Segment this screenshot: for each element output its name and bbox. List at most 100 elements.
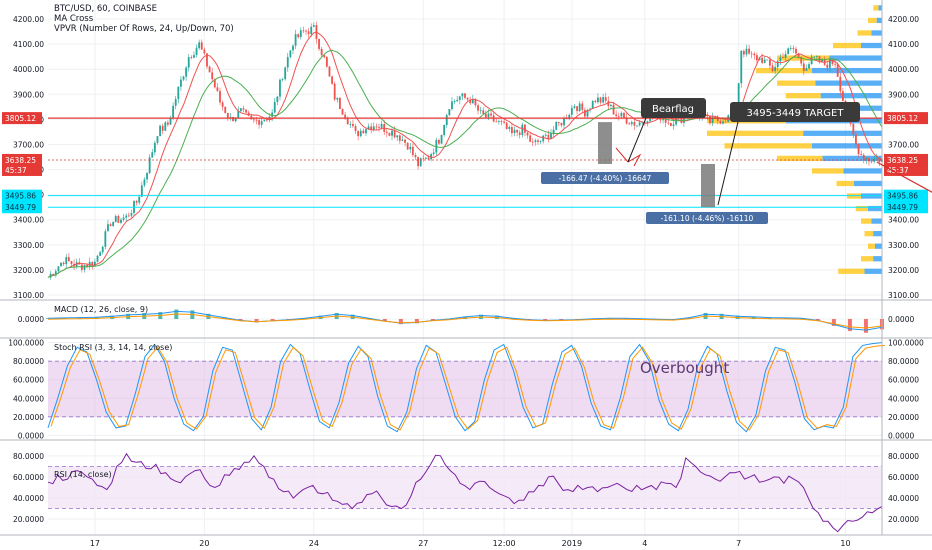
right-axis-tick: 0.0000 <box>888 431 914 440</box>
left-axis-tick: 4200.00 <box>13 15 44 24</box>
candle-body <box>148 157 151 174</box>
right-target-high-tag: 3495.86 <box>887 192 918 201</box>
candle-body <box>787 48 790 55</box>
candle-body <box>612 104 615 115</box>
candle-body <box>153 142 156 153</box>
candle-body <box>127 215 130 217</box>
vpvr-up-bar <box>873 256 882 262</box>
rsi-pane[interactable] <box>47 452 883 533</box>
candle-body <box>263 119 266 122</box>
measure-label-target-bg <box>646 212 768 224</box>
stoch-rsi-pane[interactable] <box>47 342 886 433</box>
candle-body <box>185 67 188 77</box>
stoch-band <box>48 361 882 417</box>
candle-body <box>239 108 242 112</box>
price-pane[interactable] <box>47 21 883 280</box>
macd-histogram-bar <box>382 319 387 322</box>
right-axis-tick: 3100.00 <box>888 291 919 300</box>
candle-body <box>242 108 245 110</box>
macd-histogram-bar <box>46 318 50 319</box>
candle-body <box>766 59 769 61</box>
candle-body <box>714 116 717 118</box>
candle-body <box>774 67 777 71</box>
vpvr-up-bar <box>873 231 882 237</box>
macd-histogram-bar <box>414 319 419 324</box>
candle-body <box>516 129 519 133</box>
time-tick-label: 17 <box>90 539 100 548</box>
right-axis-tick: 3200.00 <box>888 266 919 275</box>
candle-body <box>836 64 839 77</box>
right-last-price-tag: 3638.25 <box>887 156 918 165</box>
candle-body <box>456 99 459 102</box>
vpvr-up-bar <box>876 17 882 24</box>
candle-body <box>305 30 307 32</box>
stoch-k-line <box>47 342 883 433</box>
vpvr-down-bar <box>724 143 812 149</box>
candle-body <box>471 99 474 104</box>
candle-body <box>789 47 792 49</box>
candle-body <box>357 130 360 137</box>
vpvr-down-bar <box>833 42 861 49</box>
left-axis-tick: 0.0000 <box>18 431 44 440</box>
candle-body <box>636 125 638 127</box>
left-axis-tick: 3300.00 <box>13 241 44 250</box>
vpvr-down-bar <box>868 243 875 249</box>
candle-body <box>755 55 758 61</box>
candle-body <box>169 118 172 125</box>
candle-body <box>597 97 599 103</box>
vpvr-down-bar <box>707 130 804 136</box>
candle-body <box>591 100 594 109</box>
candle-body <box>808 64 810 69</box>
candle-body <box>331 76 333 84</box>
candle-body <box>164 122 167 131</box>
candle-body <box>641 122 644 124</box>
candle-body <box>258 120 261 125</box>
macd-histogram-bar <box>254 319 259 323</box>
right-target-low-tag-bg <box>884 201 928 214</box>
candle-body <box>101 246 104 253</box>
candle-body <box>706 114 709 116</box>
candle-body <box>372 126 375 131</box>
candle-body <box>610 104 612 107</box>
right-resistance-tag: 3805.12 <box>887 114 918 123</box>
candle-body <box>469 99 472 104</box>
candle-body <box>623 112 625 118</box>
right-countdown-tag-bg <box>884 163 928 176</box>
candle-body <box>213 79 216 88</box>
vpvr-down-bar <box>777 155 823 162</box>
candle-body <box>758 57 761 61</box>
candle-body <box>503 121 506 123</box>
candle-body <box>365 129 367 134</box>
candle-body <box>742 50 745 55</box>
macd-histogram-bar <box>238 319 243 321</box>
candle-body <box>518 132 521 135</box>
rsi-legend: RSI (14, close) <box>54 470 112 479</box>
candle-body <box>638 122 641 126</box>
candle-body <box>451 101 453 110</box>
candle-body <box>479 110 482 112</box>
candle-body <box>232 116 234 122</box>
left-axis-tick: 3900.00 <box>13 90 44 99</box>
vpvr-down-bar <box>838 268 865 274</box>
candle-body <box>307 31 310 35</box>
candle-body <box>821 59 823 63</box>
candle-body <box>406 142 409 150</box>
target-label: 3495-3449 TARGET <box>747 108 845 119</box>
left-axis-tick: 3100.00 <box>13 291 44 300</box>
candle-body <box>325 57 328 67</box>
candle-body <box>65 257 68 265</box>
candle-body <box>375 126 378 128</box>
candle-body <box>234 117 237 122</box>
candle-body <box>453 101 456 102</box>
candle-body <box>852 123 855 135</box>
candle-body <box>521 124 524 135</box>
candle-body <box>393 130 396 138</box>
left-axis-tick: 20.0000 <box>13 515 44 524</box>
candle-body <box>143 179 146 186</box>
candle-body <box>529 135 532 142</box>
left-countdown-tag: 45:37 <box>5 166 27 175</box>
candle-body <box>839 76 842 92</box>
candle-body <box>289 50 292 58</box>
candle-body <box>354 126 357 131</box>
